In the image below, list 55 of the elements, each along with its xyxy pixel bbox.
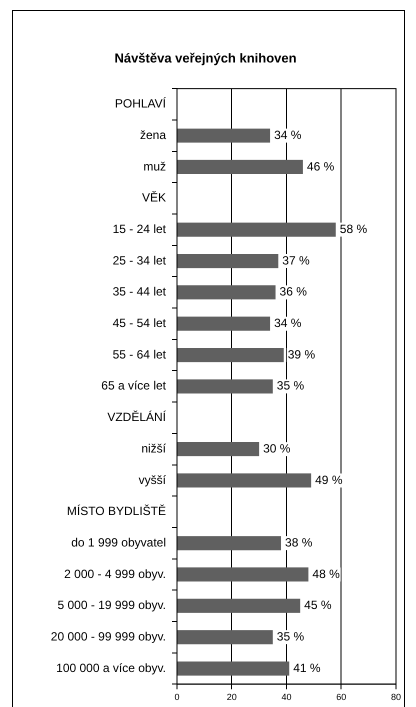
data-label: 49 % <box>315 472 343 487</box>
y-tick-label: do 1 999 obyvatel <box>71 535 166 550</box>
bar <box>178 598 300 613</box>
chart-title: Návštěva veřejných knihoven <box>114 50 297 66</box>
y-tick-label: 25 - 34 let <box>112 253 167 268</box>
y-tick-label: VZDĚLÁNÍ <box>107 410 167 424</box>
bar <box>178 630 273 644</box>
y-tick-label: 20 000 - 99 999 obyv. <box>50 629 166 644</box>
bar <box>178 442 260 456</box>
bar <box>178 348 284 362</box>
data-label: 36 % <box>280 284 308 299</box>
data-label: 39 % <box>288 347 316 362</box>
y-tick-label: 45 - 54 let <box>112 316 167 330</box>
bar <box>178 285 276 300</box>
data-label: 35 % <box>276 629 304 644</box>
y-tick-label: vyšší <box>138 472 167 487</box>
data-label: 48 % <box>312 566 340 581</box>
bar <box>178 473 312 488</box>
x-tick-label: 0 <box>174 692 180 702</box>
data-label: 46 % <box>306 159 335 174</box>
y-tick-label: 65 a více let <box>101 378 167 393</box>
data-label: 35 % <box>276 378 304 393</box>
y-tick-label: žena <box>140 128 166 142</box>
bar <box>178 316 270 331</box>
y-tick-label: MÍSTO BYDLIŠTĚ <box>66 504 166 518</box>
bar <box>178 536 282 550</box>
bar <box>178 567 308 582</box>
data-label: 45 % <box>304 598 332 612</box>
data-label: 34 % <box>274 316 302 330</box>
y-tick-label: VĚK <box>142 190 166 205</box>
data-label: 58 % <box>340 222 368 236</box>
data-label: 34 % <box>274 128 302 142</box>
y-tick-label: 100 000 a více obyv. <box>56 660 166 675</box>
y-tick-label: muž <box>143 159 166 174</box>
data-label: 38 % <box>285 535 313 550</box>
data-label: 41 % <box>293 660 321 675</box>
bar <box>178 254 278 268</box>
bar <box>178 128 270 143</box>
x-tick-label: 20 <box>226 692 237 702</box>
bar <box>178 160 303 174</box>
bar <box>178 661 290 676</box>
bar <box>178 379 273 394</box>
y-tick-label: 55 - 64 let <box>112 347 167 362</box>
y-tick-label: 35 - 44 let <box>112 284 167 299</box>
data-label: 30 % <box>263 441 291 456</box>
data-label: 37 % <box>282 253 310 268</box>
x-tick-label: 80 <box>390 692 401 702</box>
y-tick-label: 5 000 - 19 999 obyv. <box>57 598 166 612</box>
x-tick-label: 40 <box>281 692 292 702</box>
bar <box>178 222 336 237</box>
y-tick-label: POHLAVÍ <box>114 96 167 111</box>
y-tick-label: 15 - 24 let <box>112 222 167 236</box>
y-tick-label: 2 000 - 4 999 obyv. <box>64 566 166 581</box>
x-tick-label: 60 <box>336 692 346 702</box>
y-tick-label: nižší <box>141 441 167 456</box>
